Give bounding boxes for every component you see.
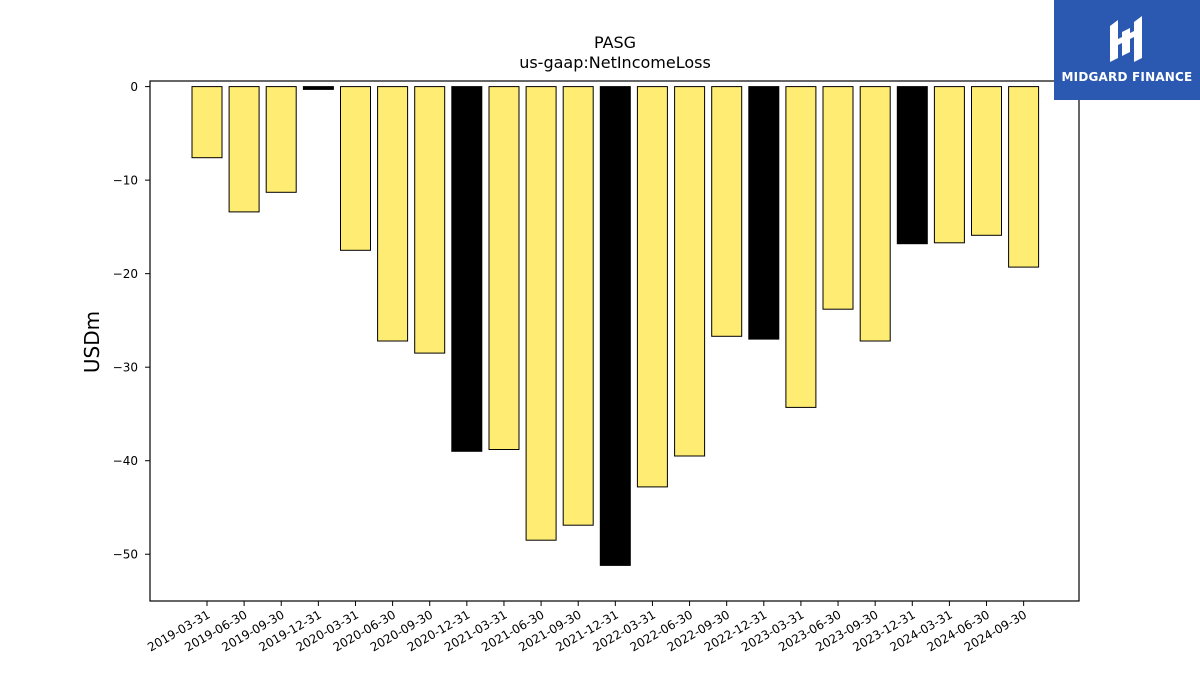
y-tick-label: −50 [113, 548, 138, 562]
bar-2023-03-31 [785, 86, 817, 408]
plot-frame [149, 80, 1080, 602]
bar-2024-03-31 [933, 86, 965, 244]
bar-2020-12-31 [451, 86, 483, 452]
midgard-finance-logo: MIDGARD FINANCE [1054, 0, 1200, 100]
y-tick-label: 0 [130, 80, 138, 94]
bar-2019-06-30 [228, 86, 260, 213]
logo-mark-icon [1110, 16, 1142, 62]
y-axis-label: USDm [80, 311, 104, 373]
y-tick-label: −10 [113, 174, 138, 188]
bar-2022-09-30 [711, 86, 743, 337]
bars-group [191, 86, 1040, 566]
bar-2024-06-30 [971, 86, 1002, 236]
y-tick-label: −30 [113, 361, 138, 375]
chart-title: PASG [594, 33, 636, 52]
bar-2021-12-31 [599, 86, 631, 566]
x-axis: 2019-03-312019-06-302019-09-302019-12-31… [145, 601, 1029, 654]
chart-subtitle: us-gaap:NetIncomeLoss [519, 53, 711, 72]
bar-2024-09-30 [1008, 86, 1040, 268]
y-tick-label: −20 [113, 267, 138, 281]
bar-2020-06-30 [377, 86, 409, 342]
bar-2023-06-30 [822, 86, 854, 310]
bar-2021-03-31 [488, 86, 520, 450]
bar-2019-12-31 [302, 86, 334, 90]
bar-2023-12-31 [896, 86, 928, 245]
logo-text: MIDGARD FINANCE [1061, 70, 1193, 84]
bar-2023-09-30 [859, 86, 891, 342]
bar-2021-09-30 [562, 86, 594, 526]
bar-2019-03-31 [191, 86, 223, 159]
bar-2020-03-31 [340, 86, 371, 251]
bar-2022-03-31 [636, 86, 668, 488]
bar-2022-12-31 [748, 86, 780, 340]
bar-2019-09-30 [265, 86, 297, 193]
bar-2022-06-30 [674, 86, 706, 457]
y-axis: 0 −10 −20 −30 −40 −50 [113, 80, 150, 562]
y-tick-label: −40 [113, 454, 138, 468]
bar-2021-06-30 [525, 86, 557, 541]
bar-2020-09-30 [414, 86, 446, 354]
